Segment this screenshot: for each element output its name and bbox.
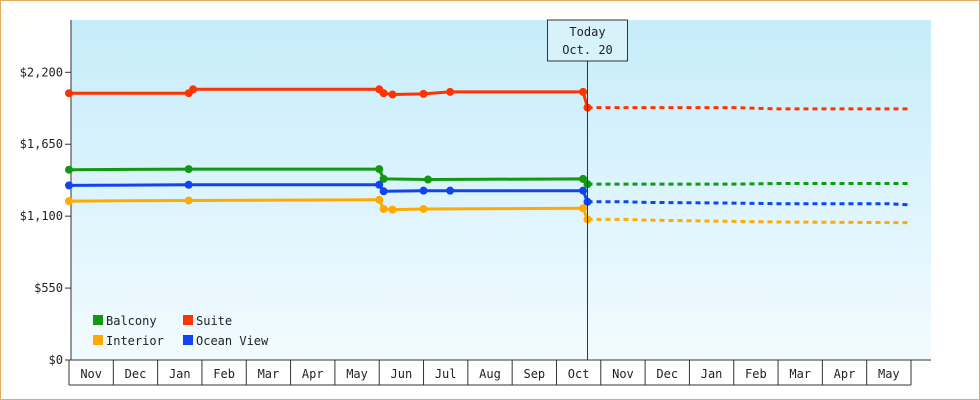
y-tick-label: $1,650 [20,137,63,151]
data-point-ocean-view[interactable] [375,180,384,189]
legend-swatch-suite [183,315,193,325]
data-point-suite[interactable] [419,89,428,98]
x-tick-label: Feb [745,367,767,381]
legend-label-balcony: Balcony [106,314,157,328]
legend-swatch-balcony [93,315,103,325]
data-point-balcony[interactable] [423,175,432,184]
x-tick-label: Jan [701,367,723,381]
data-point-interior[interactable] [379,204,388,213]
series-forecast-suite [587,106,911,111]
series-forecast-ocean-view [587,200,912,207]
x-tick-label: Dec [656,367,678,381]
x-tick-label: Sep [523,367,545,381]
x-tick-label: Jan [169,367,191,381]
legend-swatch-interior [93,335,103,345]
x-tick-label: Dec [125,367,147,381]
data-point-suite[interactable] [388,90,397,99]
data-point-ocean-view[interactable] [65,181,73,190]
data-point-interior[interactable] [375,195,384,204]
today-date: Oct. 20 [562,43,613,57]
data-point-ocean-view[interactable] [446,186,455,195]
data-point-interior[interactable] [184,196,193,205]
legend-label-ocean-view: Ocean View [196,334,269,348]
data-point-ocean-view[interactable] [419,186,428,195]
x-tick-label: Apr [302,367,324,381]
legend-swatch-ocean-view [183,335,193,345]
data-point-interior[interactable] [388,205,397,214]
data-point-suite[interactable] [446,87,455,96]
series-forecast-interior [587,217,912,225]
data-point-balcony[interactable] [65,165,73,174]
data-point-ocean-view[interactable] [379,187,388,196]
data-point-suite[interactable] [379,89,388,98]
data-point-suite[interactable] [579,87,588,96]
data-point-ocean-view[interactable] [579,186,588,195]
x-tick-label: Mar [789,367,811,381]
data-point-balcony[interactable] [184,165,193,174]
data-point-suite[interactable] [65,89,73,98]
x-tick-label: Mar [258,367,280,381]
data-point-balcony[interactable] [379,174,388,183]
y-tick-label: $2,200 [20,65,63,79]
series-line-ocean-view [68,183,589,203]
y-tick-label: $1,100 [20,209,63,223]
x-tick-label: Jul [435,367,457,381]
data-point-suite[interactable] [189,85,198,94]
x-tick-label: Apr [834,367,856,381]
series-line-interior [68,198,589,220]
x-tick-label: Nov [612,367,634,381]
data-point-interior[interactable] [419,204,428,213]
x-tick-label: May [346,367,368,381]
data-point-balcony[interactable] [375,165,384,174]
data-point-interior[interactable] [579,204,588,213]
x-tick-label: Aug [479,367,501,381]
x-tick-label: Nov [80,367,102,381]
data-point-balcony[interactable] [579,174,588,183]
x-tick-label: May [878,367,900,381]
x-tick-label: Oct [568,367,590,381]
x-tick-label: Feb [213,367,235,381]
legend-label-suite: Suite [196,314,232,328]
legend-label-interior: Interior [106,334,164,348]
series-forecast-balcony [587,182,911,186]
y-tick-label: $0 [49,353,63,367]
data-point-ocean-view[interactable] [184,180,193,189]
today-box [546,19,628,62]
data-point-interior[interactable] [65,197,73,206]
x-tick-label: Jun [391,367,413,381]
y-tick-label: $550 [34,281,63,295]
today-label: Today [569,25,605,39]
